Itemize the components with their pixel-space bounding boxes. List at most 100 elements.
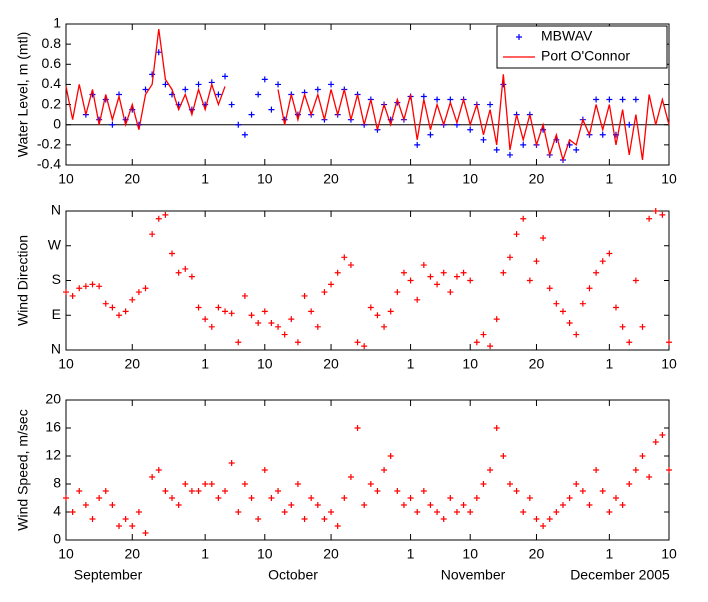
data-marker [659,211,666,218]
data-marker [275,81,282,88]
data-marker [155,49,162,56]
x-tick-label: 10 [661,356,677,372]
data-marker [354,339,361,346]
data-marker [520,215,527,222]
data-marker [314,86,321,93]
x-tick-label: 1 [201,356,209,372]
data-marker [195,81,202,88]
data-marker [612,304,619,311]
data-marker [294,111,301,118]
data-marker [367,304,374,311]
data-marker [314,323,321,330]
data-marker [268,106,275,113]
data-marker [632,467,639,473]
data-marker [599,131,606,138]
data-marker [288,502,295,508]
data-marker [487,467,494,473]
data-marker [427,273,434,280]
data-marker [109,304,116,311]
data-marker [281,509,288,515]
data-marker [241,481,248,487]
y-tick-label: 0 [53,115,61,131]
data-marker [387,453,394,459]
data-marker [619,323,626,330]
data-marker [321,516,328,522]
data-marker [347,262,354,269]
y-tick-label: N [51,202,61,218]
data-marker [632,277,639,284]
data-marker [255,319,262,326]
data-marker [281,331,288,338]
x-tick-label: 1 [201,546,209,562]
data-marker [619,96,626,103]
data-marker [248,111,255,118]
data-marker [248,495,255,501]
data-marker [579,300,586,307]
data-marker [268,495,275,501]
month-label: November [441,567,506,583]
data-marker [341,495,348,501]
data-marker [69,509,76,515]
data-marker [473,495,480,501]
data-marker [533,516,540,522]
data-marker [526,495,533,501]
data-marker [341,254,348,261]
data-marker [328,81,335,88]
x-tick-label: 20 [124,356,140,372]
data-marker [195,304,202,311]
data-marker [533,258,540,265]
data-marker [420,262,427,269]
data-marker [76,488,83,494]
data-marker [301,292,308,299]
y-tick-label: N [51,341,61,357]
data-marker [500,453,507,459]
data-marker [493,425,500,431]
x-tick-label: 1 [605,546,613,562]
y-tick-label: 0.8 [42,35,62,51]
data-marker [255,91,262,98]
data-marker [586,285,593,292]
data-marker [275,323,282,330]
data-marker [540,523,547,529]
data-marker [626,481,633,487]
x-tick-label: 10 [462,171,478,187]
data-marker [155,467,162,473]
data-marker [427,502,434,508]
data-marker [215,304,222,311]
data-marker [321,289,328,296]
data-marker [414,509,421,515]
data-marker [520,141,527,148]
legend-box [496,25,668,69]
data-marker [334,523,341,529]
data-marker [222,488,229,494]
x-tick-label: 10 [257,546,273,562]
x-tick-label: 1 [605,171,613,187]
month-label: October [268,567,318,583]
data-marker [208,323,215,330]
data-marker [500,81,507,88]
data-marker [169,250,176,257]
x-tick-label: 10 [661,546,677,562]
data-marker [102,488,109,494]
data-marker [129,296,136,303]
x-tick-label: 20 [124,546,140,562]
data-marker [96,283,103,290]
data-marker [639,453,646,459]
y-tick-label: 12 [45,447,61,463]
data-marker [188,488,195,494]
x-tick-label: 1 [407,356,415,372]
data-marker [586,502,593,508]
data-marker [248,312,255,319]
plot-frame [65,210,670,351]
data-marker [666,467,672,473]
data-marker [400,502,407,508]
data-marker [506,254,513,261]
data-marker [467,509,474,515]
data-marker [116,312,123,319]
data-marker [261,308,268,315]
data-marker [89,281,96,288]
data-marker [619,502,626,508]
x-tick-label: 10 [58,356,74,372]
data-marker [142,285,149,292]
